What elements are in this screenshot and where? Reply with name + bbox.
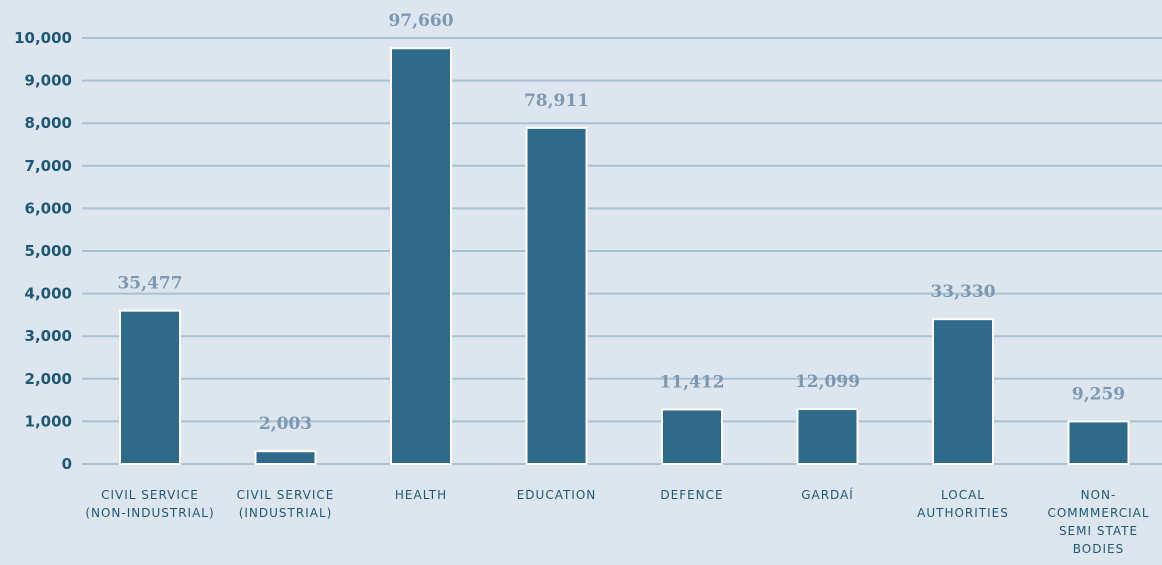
data-labels: 35,477 2,003 97,660 78,911 11,412 12,099 33,33… [117,11,1125,434]
x-tick-label: CIVIL SERVICE (INDUSTRIAL) [237,488,335,520]
bar [254,450,317,466]
y-tick-label: 0 [62,455,72,473]
data-label: 12,099 [795,372,860,392]
bar [661,408,723,465]
y-tick-label: 3,000 [25,327,72,345]
bar [525,126,588,466]
y-axis-ticks: 0 1,000 2,000 3,000 4,000 5,000 6,000 7,000 8,00… [14,29,72,473]
data-label: 97,660 [388,11,453,31]
data-label: 78,911 [524,91,589,111]
x-tick-label: EDUCATION [517,488,597,502]
y-tick-label: 9,000 [25,72,72,90]
x-tick-label: DEFENCE [660,488,723,502]
y-tick-label: 1,000 [25,412,72,430]
data-label: 2,003 [259,414,312,434]
y-tick-label: 6,000 [25,199,72,217]
gridlines [82,37,1162,465]
y-tick-label: 4,000 [25,285,72,303]
data-label: 11,412 [659,372,724,392]
x-tick-label: NON-COMMMERCIAL SEMI STATE BODIES [1047,488,1149,556]
y-tick-label: 8,000 [25,114,72,132]
bar [796,408,859,465]
bar [1067,420,1130,465]
data-label: 9,259 [1072,384,1125,404]
bar [932,318,994,465]
x-tick-label: HEALTH [395,488,447,502]
bar [119,309,181,466]
y-tick-label: 10,000 [14,29,72,47]
bar [390,47,452,465]
x-tick-label: CIVIL SERVICE (NON-INDUSTRIAL) [85,488,214,520]
x-axis-labels: CIVIL SERVICE (NON-INDUSTRIAL) CIVIL SERVI… [85,487,1149,556]
x-tick-label: GARDAÍ [801,487,854,502]
data-label: 33,330 [930,282,995,302]
y-tick-label: 5,000 [25,242,72,260]
bars [119,47,1130,466]
data-label: 35,477 [117,274,182,294]
y-tick-label: 2,000 [25,370,72,388]
x-tick-label: LOCAL AUTHORITIES [917,488,1009,520]
y-tick-label: 7,000 [25,157,72,175]
